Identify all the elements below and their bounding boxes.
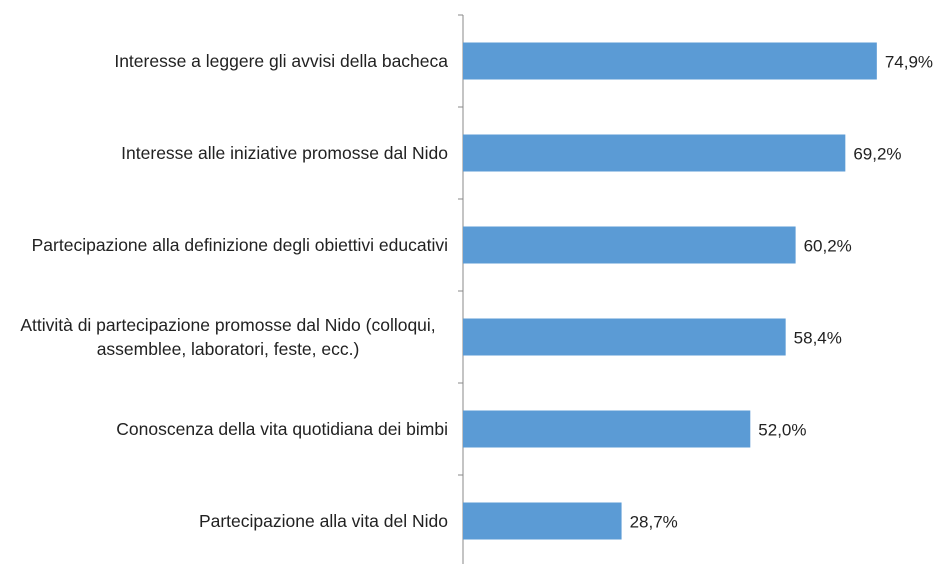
category-label: Conoscenza della vita quotidiana dei bim… [116,419,448,439]
value-label: 60,2% [804,236,852,255]
value-label: 74,9% [885,52,933,71]
category-label: Attività di partecipazione promosse dal … [20,315,436,359]
value-label: 58,4% [794,328,842,347]
bar [463,502,622,540]
category-label: Partecipazione alla definizione degli ob… [31,235,448,255]
bar [463,134,846,172]
value-label: 52,0% [758,420,806,439]
bar [463,226,796,264]
category-label: Interesse alle iniziative promosse dal N… [121,143,448,163]
value-label: 28,7% [630,512,678,531]
bar [463,318,786,356]
bar [463,410,751,448]
value-label: 69,2% [853,144,901,163]
category-label: Interesse a leggere gli avvisi della bac… [114,51,448,71]
bar [463,42,877,80]
category-label: Partecipazione alla vita del Nido [198,511,448,531]
